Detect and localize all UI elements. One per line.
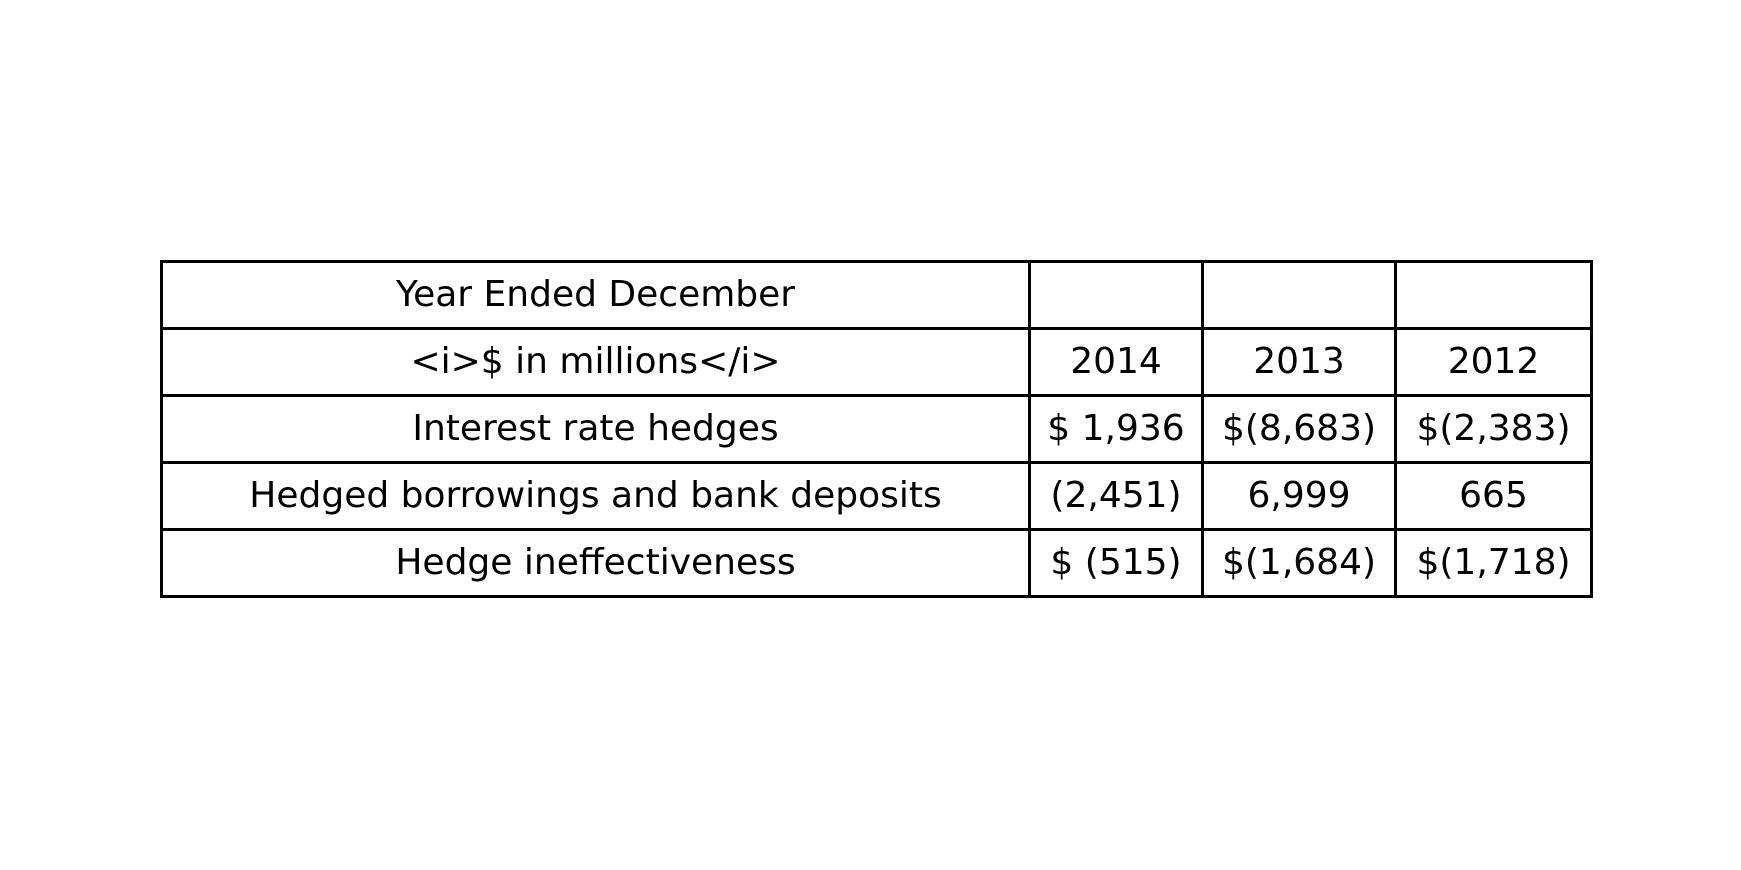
- value-cell: $ (515): [1028, 528, 1204, 598]
- table-row: Interest rate hedges $ 1,936 $(8,683) $(…: [160, 394, 1593, 464]
- table-unit-row: <i>$ in millions</i> 2014 2013 2012: [160, 327, 1593, 397]
- table-header-cell: [1028, 260, 1204, 330]
- value-cell: $(8,683): [1201, 394, 1397, 464]
- table-header-cell: [1394, 260, 1593, 330]
- table-header-row: Year Ended December: [160, 260, 1593, 330]
- value-cell: 6,999: [1201, 461, 1397, 531]
- table-header-cell: Year Ended December: [160, 260, 1031, 330]
- table-header-cell: [1201, 260, 1397, 330]
- value-cell: 665: [1394, 461, 1593, 531]
- year-header-2013: 2013: [1201, 327, 1397, 397]
- table-row: Hedge ineffectiveness $ (515) $(1,684) $…: [160, 528, 1593, 598]
- value-cell: $(2,383): [1394, 394, 1593, 464]
- value-cell: (2,451): [1028, 461, 1204, 531]
- value-cell: $(1,684): [1201, 528, 1397, 598]
- value-cell: $ 1,936: [1028, 394, 1204, 464]
- row-label-cell: Hedge ineffectiveness: [160, 528, 1031, 598]
- table-row: Hedged borrowings and bank deposits (2,4…: [160, 461, 1593, 531]
- financial-table: Year Ended December <i>$ in millions</i>…: [160, 260, 1593, 598]
- unit-label-cell: <i>$ in millions</i>: [160, 327, 1031, 397]
- year-header-2012: 2012: [1394, 327, 1593, 397]
- row-label-cell: Hedged borrowings and bank deposits: [160, 461, 1031, 531]
- value-cell: $(1,718): [1394, 528, 1593, 598]
- row-label-cell: Interest rate hedges: [160, 394, 1031, 464]
- year-header-2014: 2014: [1028, 327, 1204, 397]
